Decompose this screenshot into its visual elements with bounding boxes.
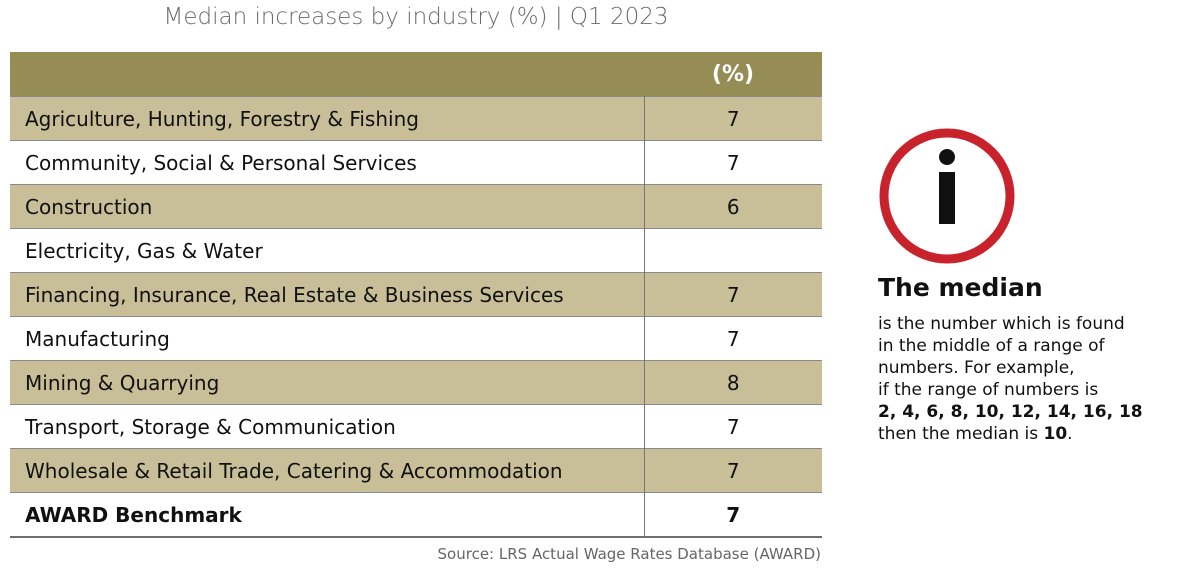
chart-title: Median increases by industry (%) | Q1 20… [163, 4, 669, 30]
row-value [644, 228, 822, 273]
row-industry: Electricity, Gas & Water [10, 228, 645, 273]
row-industry: Manufacturing [10, 316, 645, 361]
table-header-row: (%) [10, 52, 822, 97]
median-result: then the median is 10. [878, 423, 1178, 445]
row-value: 7 [644, 140, 822, 185]
info-icon [879, 128, 1015, 264]
median-heading: The median [878, 273, 1043, 302]
example-sequence: 2, 4, 6, 8, 10, 12, 14, 16, 18 [878, 401, 1178, 423]
median-result-value: 10 [1043, 424, 1068, 444]
benchmark-label: AWARD Benchmark [10, 492, 645, 537]
row-value: 8 [644, 360, 822, 405]
row-industry: Mining & Quarrying [10, 360, 645, 405]
table-row: Agriculture, Hunting, Forestry & Fishing… [10, 96, 822, 141]
sequence-values: 2, 4, 6, 8, 10, 12, 14, 16, 18 [878, 402, 1143, 422]
table-row: Wholesale & Retail Trade, Catering & Acc… [10, 448, 822, 493]
table-row: Community, Social & Personal Services 7 [10, 140, 822, 185]
source-note: Source: LRS Actual Wage Rates Database (… [437, 545, 821, 563]
row-value: 7 [644, 272, 822, 317]
header-percent: (%) [644, 52, 822, 97]
explanation-line: in the middle of a range of [878, 336, 1105, 356]
row-value: 7 [644, 404, 822, 449]
explanation-line: if the range of numbers is [878, 380, 1099, 400]
table-row: Transport, Storage & Communication 7 [10, 404, 822, 449]
row-industry: Agriculture, Hunting, Forestry & Fishing [10, 96, 645, 141]
median-explanation: is the number which is found in the midd… [878, 313, 1178, 445]
row-industry: Construction [10, 184, 645, 229]
header-industry [10, 52, 644, 97]
median-result-prefix: then the median is [878, 424, 1044, 444]
row-value: 6 [644, 184, 822, 229]
row-industry: Transport, Storage & Communication [10, 404, 645, 449]
row-value: 7 [644, 316, 822, 361]
row-value: 7 [644, 96, 822, 141]
table-row: Construction 6 [10, 184, 822, 229]
explanation-line: is the number which is found [878, 314, 1125, 334]
median-result-suffix: . [1067, 424, 1073, 444]
row-value: 7 [644, 448, 822, 493]
table-row: Electricity, Gas & Water [10, 228, 822, 273]
benchmark-value: 7 [644, 492, 822, 537]
row-industry: Financing, Insurance, Real Estate & Busi… [10, 272, 645, 317]
benchmark-row: AWARD Benchmark 7 [10, 492, 822, 537]
table-row: Mining & Quarrying 8 [10, 360, 822, 405]
row-industry: Community, Social & Personal Services [10, 140, 645, 185]
explanation-line: numbers. For example, [878, 358, 1075, 378]
table-row: Financing, Insurance, Real Estate & Busi… [10, 272, 822, 317]
row-industry: Wholesale & Retail Trade, Catering & Acc… [10, 448, 645, 493]
table-row: Manufacturing 7 [10, 316, 822, 361]
industry-table: (%) Agriculture, Hunting, Forestry & Fis… [10, 52, 822, 538]
